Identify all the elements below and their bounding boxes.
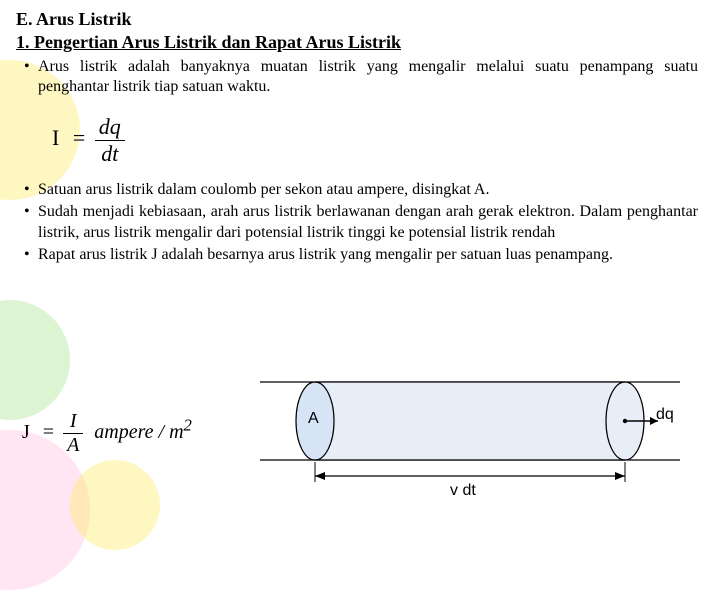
fraction: dq dt <box>95 114 125 167</box>
heading-main: E. Arus Listrik <box>16 8 704 31</box>
diagram-label-vdt: v dt <box>450 482 476 500</box>
bg-circle <box>0 300 70 420</box>
bullet-list: Arus listrik adalah banyaknya muatan lis… <box>16 57 704 98</box>
heading-sub: 1. Pengertian Arus Listrik dan Rapat Aru… <box>16 31 704 54</box>
diagram-label-dq: dq <box>656 406 674 424</box>
formula-lhs: I <box>52 125 59 150</box>
diagram-label-A: A <box>308 410 319 428</box>
formula-current: I = dq dt <box>52 114 704 170</box>
slide-content: E. Arus Listrik 1. Pengertian Arus Listr… <box>0 0 720 266</box>
fraction-denominator: dt <box>95 140 125 167</box>
equals-sign: = <box>73 125 85 150</box>
fraction-numerator: dq <box>95 114 125 140</box>
bullet-item: Sudah menjadi kebiasaan, arah arus listr… <box>38 202 698 243</box>
equals-sign: = <box>43 421 54 443</box>
formula-lhs: J <box>22 421 30 443</box>
fraction: I A <box>63 410 83 457</box>
bg-circle <box>70 460 160 550</box>
bullet-list: Satuan arus listrik dalam coulomb per se… <box>16 180 704 266</box>
bullet-item: Satuan arus listrik dalam coulomb per se… <box>38 180 698 200</box>
bullet-item: Rapat arus listrik J adalah besarnya aru… <box>38 245 698 265</box>
formula-unit: ampere / m2 <box>94 421 192 443</box>
fraction-denominator: A <box>63 433 83 457</box>
bullet-item: Arus listrik adalah banyaknya muatan lis… <box>38 57 698 98</box>
fraction-numerator: I <box>63 410 83 433</box>
formula-current-density: J = I A ampere / m2 <box>22 410 192 457</box>
cylinder-diagram: A v dt dq <box>260 370 680 520</box>
